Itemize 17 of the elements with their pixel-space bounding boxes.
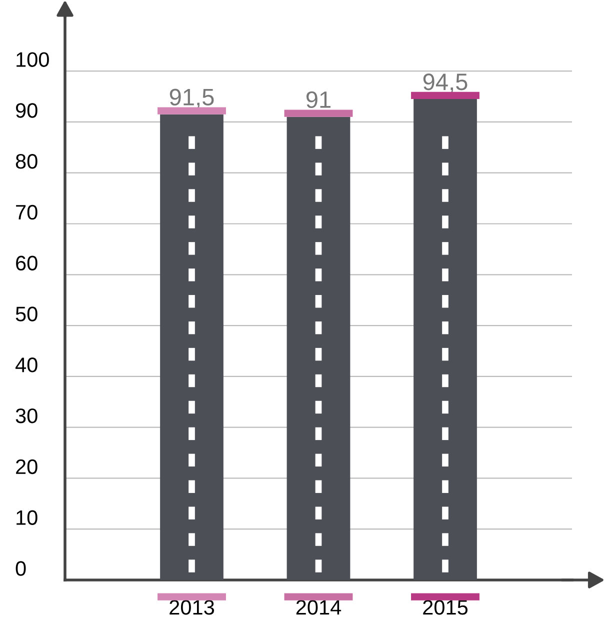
y-tick-label: 10 bbox=[16, 510, 38, 525]
data-label: 91,5 bbox=[170, 88, 214, 108]
y-tick-label: 40 bbox=[15, 358, 38, 372]
y-tick-label: 80 bbox=[16, 154, 38, 169]
y-tick-label: 70 bbox=[16, 204, 38, 220]
x-tick-label: 2013 bbox=[170, 600, 214, 615]
y-tick-label: 90 bbox=[16, 103, 38, 118]
y-tick-label: 20 bbox=[16, 459, 38, 474]
data-label: 91 bbox=[306, 91, 330, 108]
x-tick-label: 2015 bbox=[423, 600, 468, 615]
y-tick-label: 60 bbox=[16, 256, 38, 271]
y-tick-label: 100 bbox=[16, 52, 49, 67]
y-tick-label: 0 bbox=[16, 561, 26, 576]
y-tick-label: 30 bbox=[16, 408, 38, 424]
x-tick-label: 2014 bbox=[296, 600, 342, 615]
data-label: 94,5 bbox=[423, 74, 468, 94]
y-tick-label: 50 bbox=[16, 306, 38, 322]
